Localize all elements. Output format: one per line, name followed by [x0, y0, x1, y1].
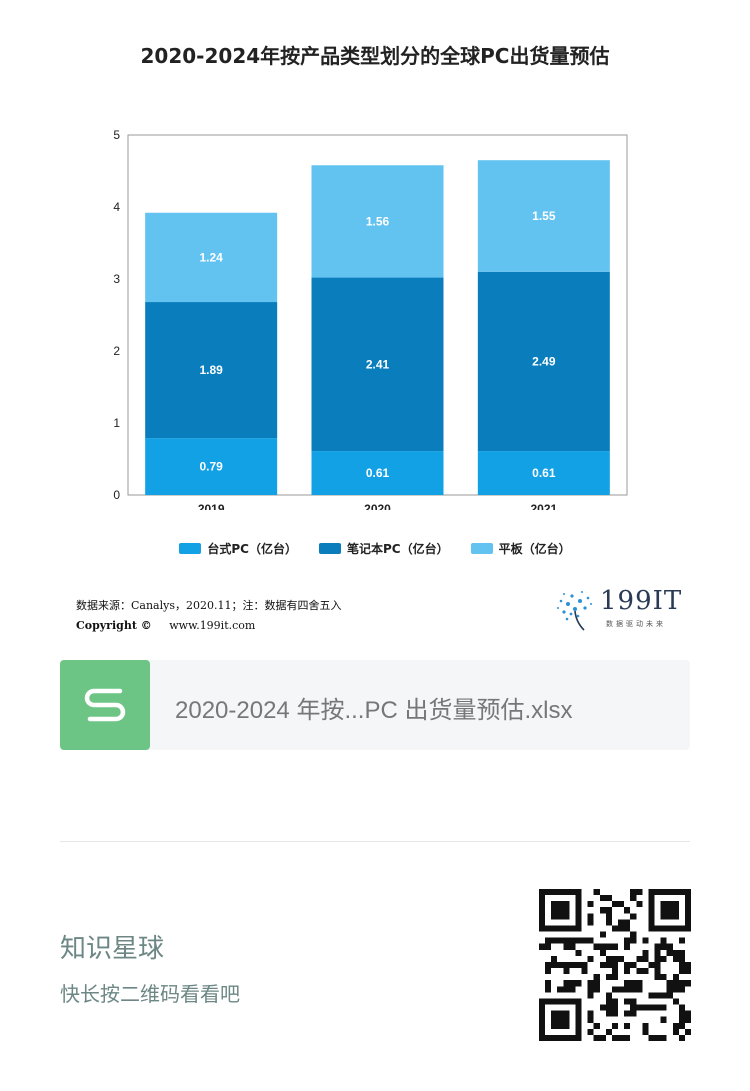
data-label: 1.24	[199, 250, 223, 264]
stacked-bar-chart: 0 1 2 3 4 5 0.79 1.89 1.24 2019 0.61 2.41 1.56 2020 0.…	[113, 128, 628, 510]
copyright-url: www.199it.com	[169, 619, 256, 632]
chart-legend: 台式PC（亿台） 笔记本PC（亿台） 平板（亿台）	[0, 540, 750, 557]
data-label: 0.61	[366, 466, 390, 480]
source-note: 数据来源：Canalys，2020.11；注：数据有四舍五入 Copyright…	[76, 596, 341, 636]
bar-segment	[477, 160, 610, 272]
x-tick-label: 2021	[530, 502, 557, 510]
source-line: 数据来源：Canalys，2020.11；注：数据有四舍五入	[76, 599, 342, 612]
legend-swatch-notebook	[318, 543, 341, 554]
bar-segment	[477, 451, 610, 495]
legend-swatch-desktop	[179, 543, 202, 554]
y-tick-label: 4	[113, 200, 120, 214]
data-label: 1.89	[199, 363, 223, 377]
divider	[60, 841, 690, 842]
bar-segment	[311, 451, 444, 495]
bar-segment	[145, 438, 278, 495]
legend-item-notebook: 笔记本PC（亿台）	[318, 540, 449, 557]
bar-segment	[145, 302, 278, 439]
s-letter-icon	[84, 688, 126, 722]
data-label: 2.41	[366, 357, 390, 371]
bar-segment	[311, 165, 444, 278]
copyright-label: Copyright ©	[76, 619, 152, 632]
data-label: 1.56	[366, 214, 390, 228]
legend-label-notebook: 笔记本PC（亿台）	[346, 542, 449, 556]
data-label: 0.79	[199, 460, 223, 474]
bar-segment	[311, 277, 444, 452]
legend-label-tablet: 平板（亿台）	[498, 542, 571, 556]
legend-swatch-tablet	[470, 543, 493, 554]
copyright-line: Copyright © www.199it.com	[76, 616, 341, 636]
knowledge-planet-subtitle: 快长按二维码看看吧	[60, 982, 240, 1006]
x-tick-label: 2020	[364, 502, 391, 510]
bar-segment	[477, 271, 610, 452]
data-label: 1.55	[532, 209, 556, 223]
x-tick-label: 2019	[198, 502, 225, 510]
data-label: 0.61	[532, 466, 556, 480]
logo-199it: 199IT 数据驱动未来	[552, 586, 682, 632]
data-label: 2.49	[532, 354, 556, 368]
chart-title: 2020-2024年按产品类型划分的全球PC出货量预估	[140, 44, 610, 68]
logo-subtext: 数据驱动未来	[606, 620, 666, 628]
logo-text: 199IT	[600, 586, 683, 616]
file-attachment-card[interactable]: 2020-2024 年按...PC 出货量预估.xlsx	[60, 660, 690, 750]
bar-segment	[145, 212, 278, 303]
y-tick-label: 0	[113, 488, 120, 502]
file-name: 2020-2024 年按...PC 出货量预估.xlsx	[175, 697, 573, 724]
y-tick-label: 2	[113, 344, 120, 358]
legend-item-tablet: 平板（亿台）	[470, 540, 571, 557]
knowledge-planet-title: 知识星球	[60, 934, 165, 964]
dandelion-logo-icon	[557, 591, 592, 631]
y-tick-label: 1	[113, 416, 120, 430]
legend-item-desktop: 台式PC（亿台）	[179, 540, 297, 557]
legend-label-desktop: 台式PC（亿台）	[207, 542, 297, 556]
y-tick-label: 5	[113, 128, 120, 142]
qr-code-icon[interactable]	[539, 889, 691, 1041]
y-tick-label: 3	[113, 272, 120, 286]
spreadsheet-file-icon	[60, 660, 150, 750]
